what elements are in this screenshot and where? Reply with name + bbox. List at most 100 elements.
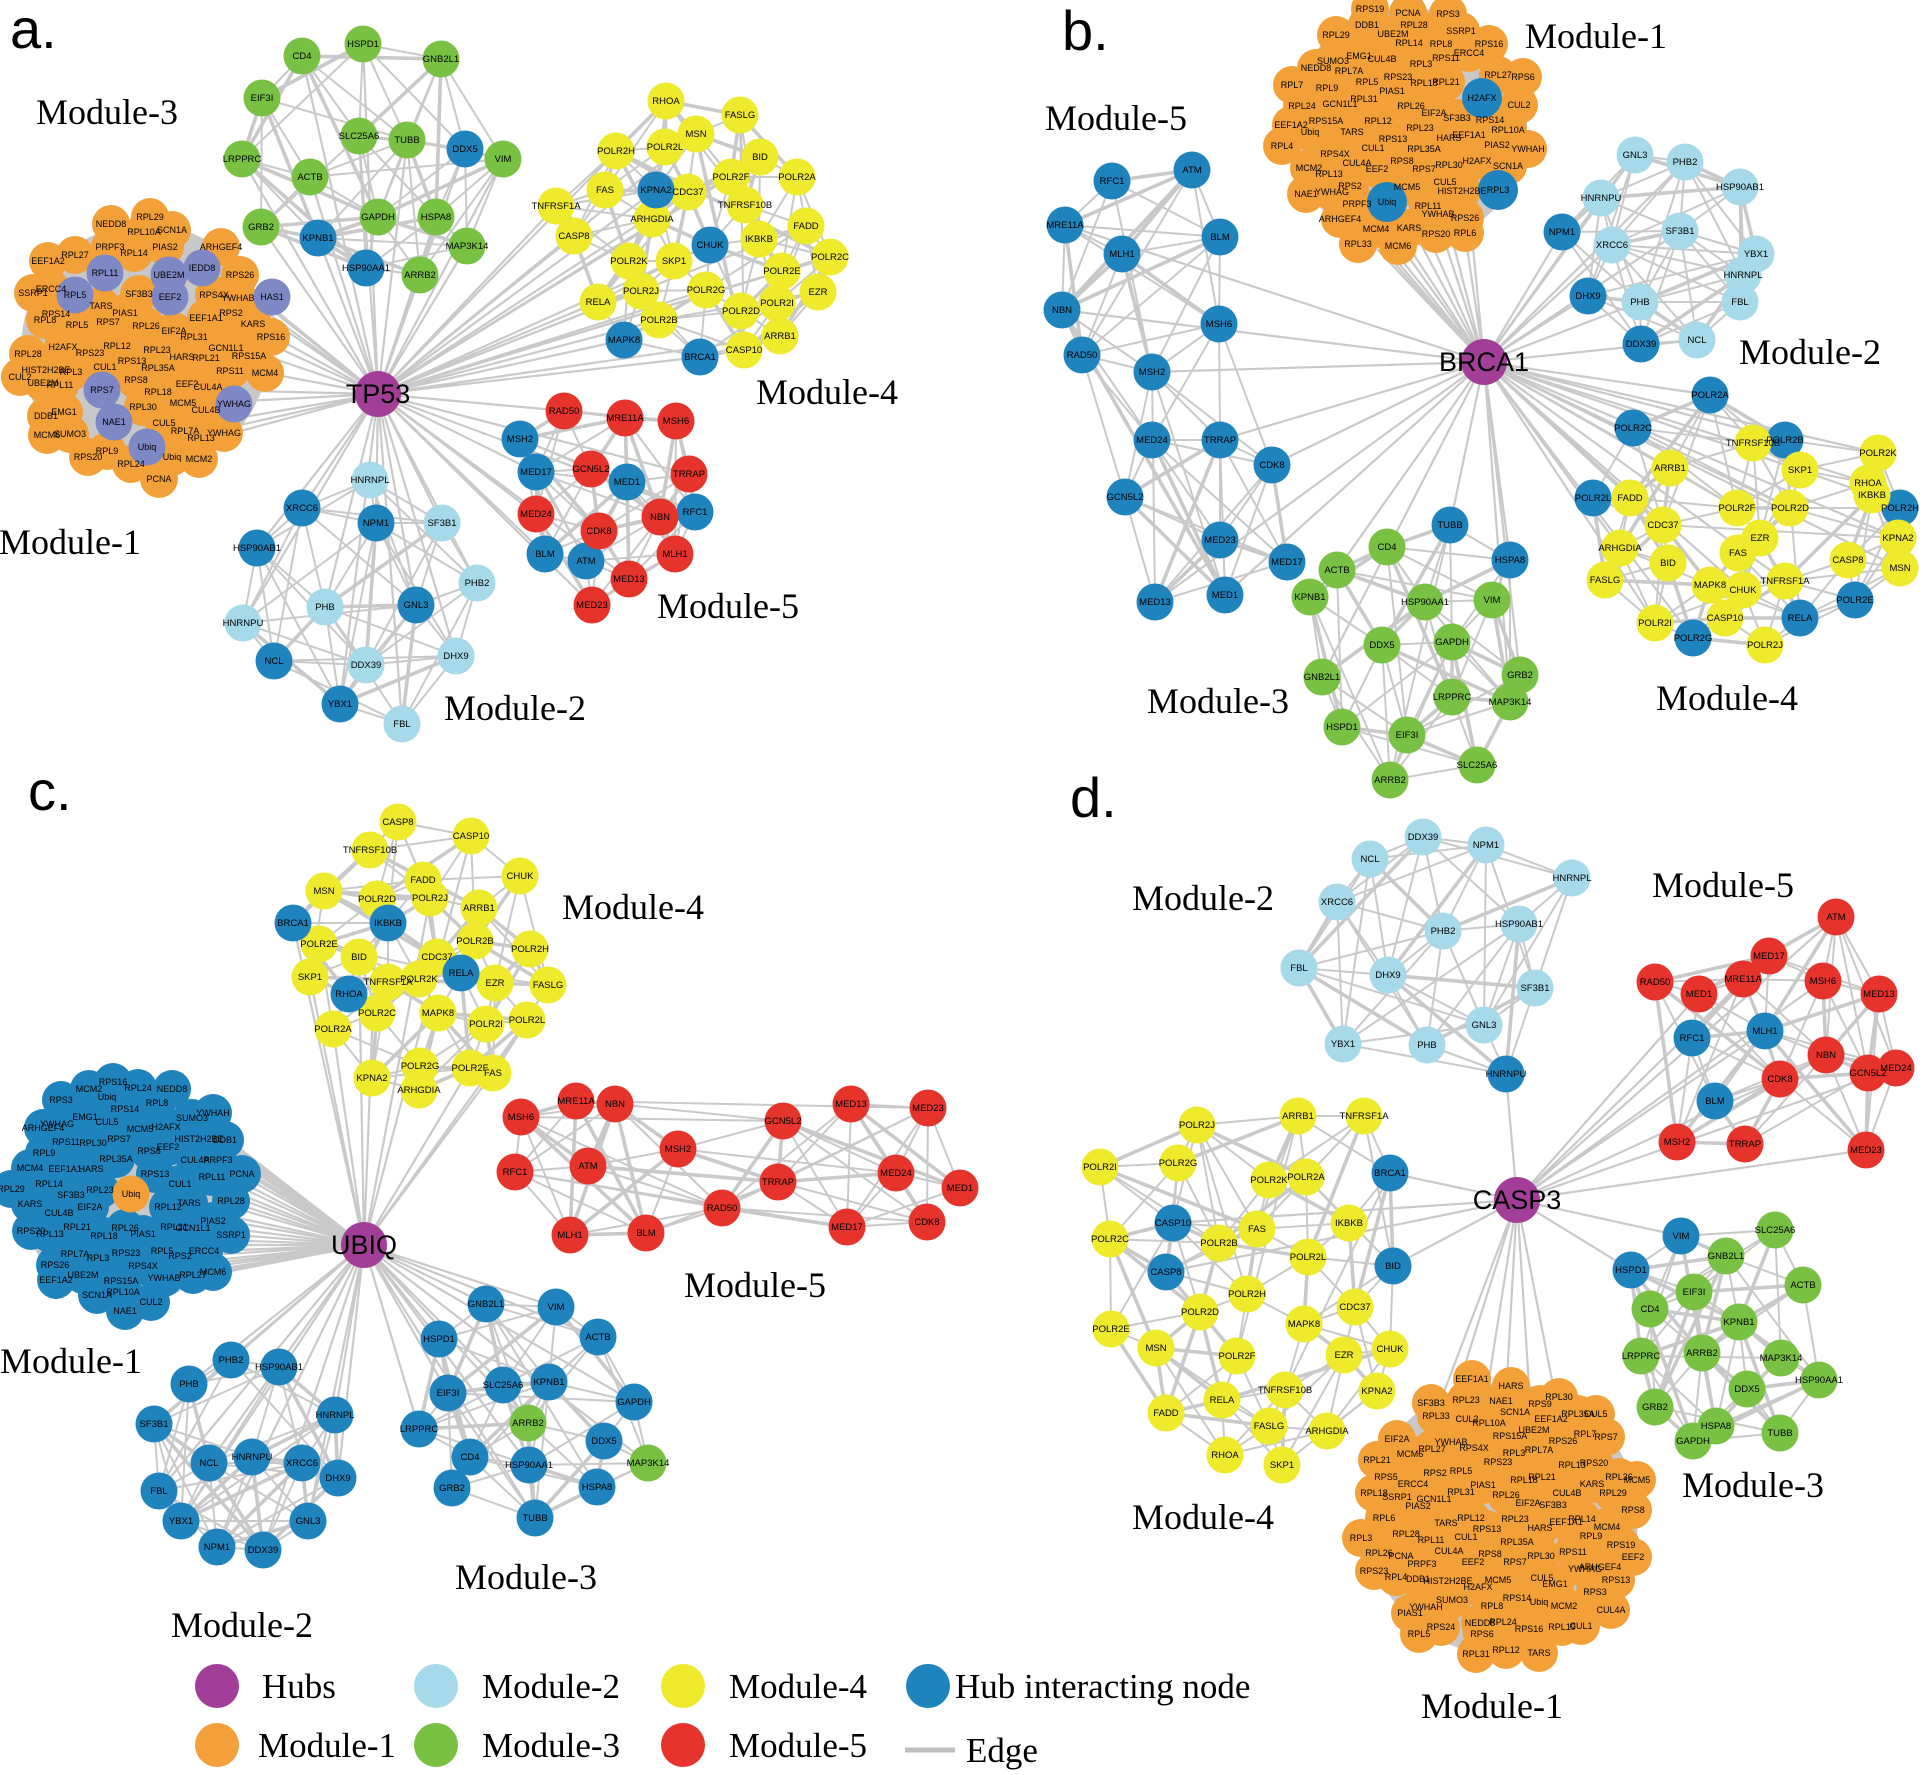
svg-text:DDX5: DDX5 [452,144,477,155]
svg-text:Module-5: Module-5 [684,1265,826,1305]
svg-text:RPL26: RPL26 [1397,101,1425,111]
svg-text:ARHGDIA: ARHGDIA [630,214,674,225]
svg-text:Module-1: Module-1 [258,1726,396,1765]
svg-text:PRPF3: PRPF3 [1342,199,1371,209]
svg-text:RPS11: RPS11 [1432,53,1460,63]
svg-text:CDK8: CDK8 [914,1217,939,1228]
svg-text:Module-5: Module-5 [1045,98,1187,138]
svg-text:DHX9: DHX9 [443,651,468,662]
svg-text:Module-4: Module-4 [1656,678,1798,718]
svg-text:NBN: NBN [1052,305,1072,316]
svg-text:DDX5: DDX5 [591,1436,616,1447]
svg-text:TNFRSF1A: TNFRSF1A [531,201,581,212]
svg-text:RPS7: RPS7 [1594,1432,1618,1442]
svg-text:PCNA: PCNA [1388,1551,1413,1561]
svg-text:TARS: TARS [1434,1518,1457,1528]
svg-text:CDC37: CDC37 [421,952,452,963]
svg-text:POLR2D: POLR2D [1181,1307,1219,1318]
svg-text:DHX9: DHX9 [1375,970,1400,981]
svg-text:NCL: NCL [199,1458,218,1469]
svg-text:RPL7: RPL7 [1281,80,1304,90]
svg-text:RPS2: RPS2 [168,1251,192,1261]
svg-text:RPL5: RPL5 [1408,1629,1431,1639]
svg-text:HNRNPL: HNRNPL [1552,873,1591,884]
svg-text:BID: BID [1660,558,1676,569]
svg-text:RPL11: RPL11 [1415,201,1442,211]
svg-text:RPL30: RPL30 [1435,160,1463,170]
svg-text:NBN: NBN [605,1099,625,1110]
svg-text:NBN: NBN [650,512,670,523]
svg-text:CUL5: CUL5 [152,418,175,428]
svg-text:CASP8: CASP8 [382,817,413,828]
svg-text:EEF2: EEF2 [176,379,199,389]
svg-text:POLR2E: POLR2E [1092,1324,1130,1335]
svg-text:SSRP1: SSRP1 [18,288,48,298]
svg-text:HSP90AA1: HSP90AA1 [1795,1375,1843,1386]
svg-text:TNFRSF1A: TNFRSF1A [1339,1111,1389,1122]
svg-text:RPS8: RPS8 [1390,156,1414,166]
svg-text:GAPDH: GAPDH [361,212,395,223]
svg-text:RPS2: RPS2 [1338,181,1362,191]
svg-text:Module-5: Module-5 [729,1726,867,1765]
svg-text:EEF1A1: EEF1A1 [1452,130,1486,140]
svg-text:RAD50: RAD50 [707,1203,738,1214]
svg-text:ERCC4: ERCC4 [1454,48,1485,58]
svg-text:Hubs: Hubs [262,1667,336,1706]
svg-text:Module-3: Module-3 [36,92,178,132]
svg-text:RHOA: RHOA [1211,1450,1239,1461]
svg-text:HSPA8: HSPA8 [1701,1421,1731,1432]
svg-text:FASLG: FASLG [1254,1421,1285,1432]
svg-text:HSP90AB1: HSP90AB1 [233,543,281,554]
svg-text:EIF3I: EIF3I [437,1388,460,1399]
svg-text:PHB2: PHB2 [1673,157,1698,168]
svg-text:YWHAB: YWHAB [1434,1437,1467,1447]
svg-text:RPL29: RPL29 [1322,30,1350,40]
svg-text:RPL30: RPL30 [129,402,157,412]
svg-text:ARHGEF4: ARHGEF4 [22,1123,65,1133]
svg-text:DDB1: DDB1 [1355,20,1379,30]
svg-text:GNB2L1: GNB2L1 [468,1299,504,1310]
svg-text:RFC1: RFC1 [503,1167,528,1178]
svg-text:TNFRSF10B: TNFRSF10B [718,200,772,211]
svg-text:KPNA2: KPNA2 [356,1073,387,1084]
svg-text:CASP8: CASP8 [1150,1267,1181,1278]
svg-text:MED17: MED17 [1271,557,1303,568]
svg-text:Module-2: Module-2 [171,1605,313,1645]
svg-text:RPS20: RPS20 [17,1226,46,1236]
svg-text:RPS4X: RPS4X [128,1261,158,1271]
svg-text:EMG1: EMG1 [1542,1579,1568,1589]
svg-text:RPL21: RPL21 [1432,77,1460,87]
svg-text:MCM5: MCM5 [1394,182,1421,192]
svg-text:FASLG: FASLG [533,980,564,991]
svg-text:POLR2B: POLR2B [1200,1238,1238,1249]
svg-text:HAS1: HAS1 [260,292,284,302]
svg-text:MCM5: MCM5 [1624,1475,1651,1485]
svg-text:MLH1: MLH1 [557,1230,582,1241]
svg-text:Module-1: Module-1 [0,1341,142,1381]
svg-text:CUL5: CUL5 [1433,177,1456,187]
svg-text:RPL9: RPL9 [1316,83,1339,93]
svg-text:SF3B3: SF3B3 [1539,1500,1567,1510]
svg-text:RPL28: RPL28 [1392,1529,1420,1539]
svg-text:RPL6: RPL6 [1454,228,1477,238]
svg-text:RPL36: RPL36 [1605,1472,1633,1482]
svg-text:RPS8: RPS8 [1478,1549,1502,1559]
svg-text:MSN: MSN [685,129,706,140]
svg-text:VIM: VIM [548,1302,565,1313]
svg-text:CASP3: CASP3 [1473,1185,1562,1215]
svg-text:RPL31: RPL31 [1350,94,1378,104]
svg-text:CUL5: CUL5 [95,1117,118,1127]
svg-text:POLR2B: POLR2B [640,315,678,326]
svg-text:FAS: FAS [1248,1224,1266,1235]
svg-text:MAP3K14: MAP3K14 [627,1458,670,1469]
svg-text:CUL2: CUL2 [8,372,31,382]
svg-text:CUL4A: CUL4A [193,382,222,392]
svg-text:SCN1A: SCN1A [1500,1407,1530,1417]
svg-text:MCM5: MCM5 [1485,1575,1512,1585]
svg-text:RPS13: RPS13 [1602,1575,1631,1585]
svg-text:MAP3K14: MAP3K14 [1489,697,1532,708]
svg-text:RELA: RELA [1788,613,1813,624]
svg-text:HSP90AA1: HSP90AA1 [1401,597,1449,608]
svg-text:ATM: ATM [576,556,595,567]
svg-text:ATM: ATM [1182,165,1201,176]
